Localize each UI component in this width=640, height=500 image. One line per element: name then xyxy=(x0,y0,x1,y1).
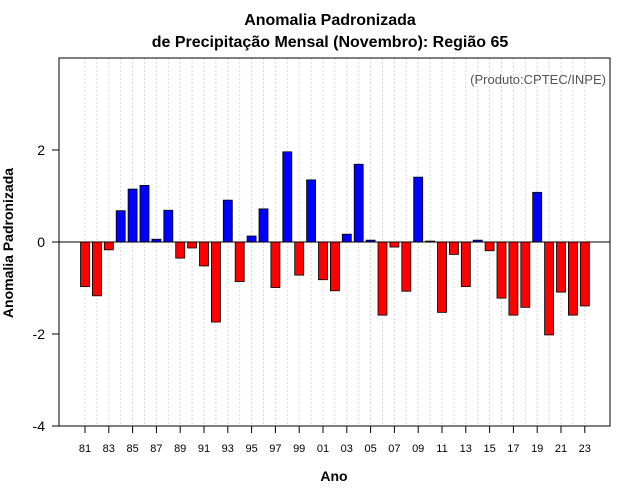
credit-label: (Produto:CPTEC/INPE) xyxy=(470,72,606,87)
bar-20 xyxy=(544,241,554,336)
x-tick-label: 07 xyxy=(388,443,400,455)
bar-01 xyxy=(318,241,328,281)
x-axis-title: Ano xyxy=(320,468,347,484)
bar-02 xyxy=(329,241,340,292)
chart-title-line2: de Precipitação Mensal (Novembro): Regiã… xyxy=(152,34,509,51)
bar-18 xyxy=(520,241,531,308)
bar-19 xyxy=(532,191,543,243)
bar-97 xyxy=(270,241,281,288)
bar-94 xyxy=(234,241,245,282)
bar-21 xyxy=(556,241,566,293)
bar-82 xyxy=(92,241,102,297)
y-tick-label: 0 xyxy=(37,234,45,250)
x-tick-label: 17 xyxy=(507,443,519,455)
bar-92 xyxy=(210,241,221,323)
bar-89 xyxy=(175,241,186,259)
bar-16 xyxy=(496,241,507,299)
x-tick-label: 91 xyxy=(198,443,210,455)
bar-96 xyxy=(258,208,269,243)
bar-88 xyxy=(163,209,174,243)
x-tick-label: 95 xyxy=(245,443,257,455)
bar-13 xyxy=(460,241,471,288)
x-tick-label: 09 xyxy=(412,443,424,455)
y-tick-label: -2 xyxy=(33,326,46,342)
bar-90 xyxy=(187,241,198,249)
x-tick-label: 23 xyxy=(579,443,591,455)
y-axis-title: Anomalia Padronizada xyxy=(0,168,16,318)
y-tick-label: -4 xyxy=(33,418,46,434)
bar-23 xyxy=(579,241,590,307)
bar-99 xyxy=(294,241,305,276)
bar-95 xyxy=(246,235,257,243)
bar-09 xyxy=(413,176,424,243)
bar-03 xyxy=(341,233,352,243)
bar-08 xyxy=(401,241,412,292)
x-axis: 81 83 85 87 89 91 93 95 97 99 01 03 05 07 09 11 13 15 17 19… xyxy=(79,426,591,455)
bar-12 xyxy=(448,241,459,255)
x-tick-label: 21 xyxy=(555,443,567,455)
bar-11 xyxy=(437,241,447,313)
x-tick-label: 81 xyxy=(79,443,91,455)
bar-00 xyxy=(306,179,317,243)
x-tick-label: 19 xyxy=(531,443,543,455)
x-tick-label: 13 xyxy=(460,443,472,455)
bar-84 xyxy=(115,210,126,243)
bar-86 xyxy=(139,185,150,243)
x-tick-label: 83 xyxy=(103,443,115,455)
x-tick-label: 99 xyxy=(293,443,305,455)
bar-83 xyxy=(103,241,114,251)
x-tick-label: 11 xyxy=(436,443,447,455)
bar-17 xyxy=(508,241,519,316)
bar-91 xyxy=(199,241,209,267)
bar-85 xyxy=(127,188,138,243)
bar-06 xyxy=(377,241,388,316)
x-tick-label: 03 xyxy=(341,443,353,455)
x-tick-label: 05 xyxy=(364,443,376,455)
x-tick-label: 87 xyxy=(150,443,162,455)
x-tick-label: 85 xyxy=(126,443,138,455)
bar-07 xyxy=(389,241,400,248)
y-tick-label: 2 xyxy=(37,142,45,158)
bar-22 xyxy=(568,241,578,316)
x-tick-label: 97 xyxy=(269,443,281,455)
bars-group xyxy=(80,151,590,336)
bar-15 xyxy=(484,241,495,252)
x-tick-label: 89 xyxy=(174,443,186,455)
bar-04 xyxy=(353,163,364,243)
bar-93 xyxy=(222,199,233,243)
y-axis: -4 -2 0 2 xyxy=(33,142,59,434)
x-tick-label: 15 xyxy=(483,443,495,455)
chart-title-line1: Anomalia Padronizada xyxy=(244,12,416,29)
bar-98 xyxy=(282,151,293,243)
bar-81 xyxy=(80,241,90,288)
x-tick-label: 01 xyxy=(317,443,329,455)
x-tick-label: 93 xyxy=(222,443,234,455)
